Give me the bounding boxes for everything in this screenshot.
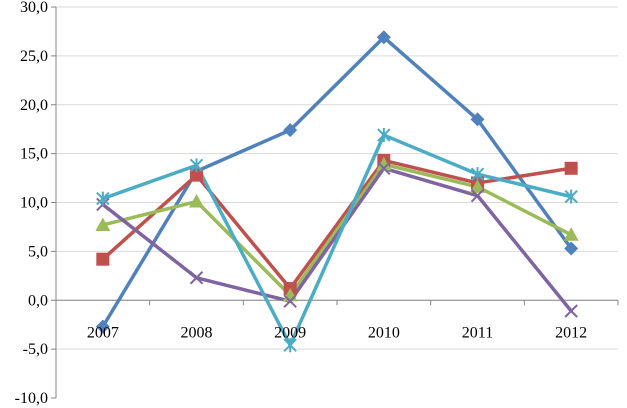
gridlines xyxy=(56,6,618,350)
series-2-point-2008 xyxy=(190,168,203,182)
series-3-point-2011 xyxy=(470,179,485,193)
series-3-point-2008 xyxy=(189,194,204,208)
series-1-point-2012 xyxy=(564,241,579,256)
y-tick-label: -5,0 xyxy=(23,341,48,358)
series-4-point-2008 xyxy=(189,271,204,285)
series-line-5 xyxy=(101,133,573,347)
series-1-point-2009 xyxy=(283,123,298,138)
series-4-point-2012 xyxy=(564,304,578,318)
y-tick-label: -10,0 xyxy=(15,390,48,407)
series-2-point-2012 xyxy=(564,161,578,175)
series-line-3 xyxy=(101,162,573,298)
y-tick-label: 15,0 xyxy=(20,146,48,163)
series-2-point-2007 xyxy=(96,252,110,266)
series-5-point-2011 xyxy=(470,167,485,182)
series-markers xyxy=(95,30,579,353)
series-5-point-2008 xyxy=(189,158,204,173)
series-3-point-2010 xyxy=(376,156,392,171)
series-1-point-2011 xyxy=(470,112,485,127)
x-tick-label: 2011 xyxy=(462,324,493,341)
y-tick-label: 20,0 xyxy=(20,97,48,114)
series-lines xyxy=(101,35,573,347)
tick-labels: -10,0 -5,0 0,0 5,0 10,0 15,0 20,0 25,0 30,0 2007 2… xyxy=(15,0,587,407)
series-1-point-2010 xyxy=(376,30,391,45)
y-tick-label: 5,0 xyxy=(28,243,48,260)
y-tick-label: 10,0 xyxy=(20,195,48,212)
x-tick-label: 2012 xyxy=(555,324,587,341)
x-tick-label: 2009 xyxy=(274,324,306,341)
series-1-point-2007 xyxy=(95,319,110,334)
x-tick-label: 2008 xyxy=(181,324,213,341)
series-line-1 xyxy=(101,35,573,329)
series-3-point-2007 xyxy=(95,217,111,231)
y-tick-label: 0,0 xyxy=(28,292,48,309)
y-tick-label: 25,0 xyxy=(20,48,48,65)
series-4-point-2011 xyxy=(470,188,485,203)
x-tick-label: 2010 xyxy=(368,324,400,341)
y-tick-label: 30,0 xyxy=(20,0,48,16)
series-3-point-2012 xyxy=(563,227,579,241)
series-5-point-2012 xyxy=(564,189,578,204)
series-5-point-2009 xyxy=(283,338,297,353)
series-line-2 xyxy=(101,158,573,291)
series-5-point-2007 xyxy=(96,191,110,206)
series-4-point-2009 xyxy=(283,294,297,308)
series-line-4 xyxy=(101,166,573,313)
axes xyxy=(51,6,619,399)
series-5-point-2010 xyxy=(377,128,391,143)
x-tick-label: 2007 xyxy=(87,324,119,341)
series-4-point-2010 xyxy=(377,161,391,175)
